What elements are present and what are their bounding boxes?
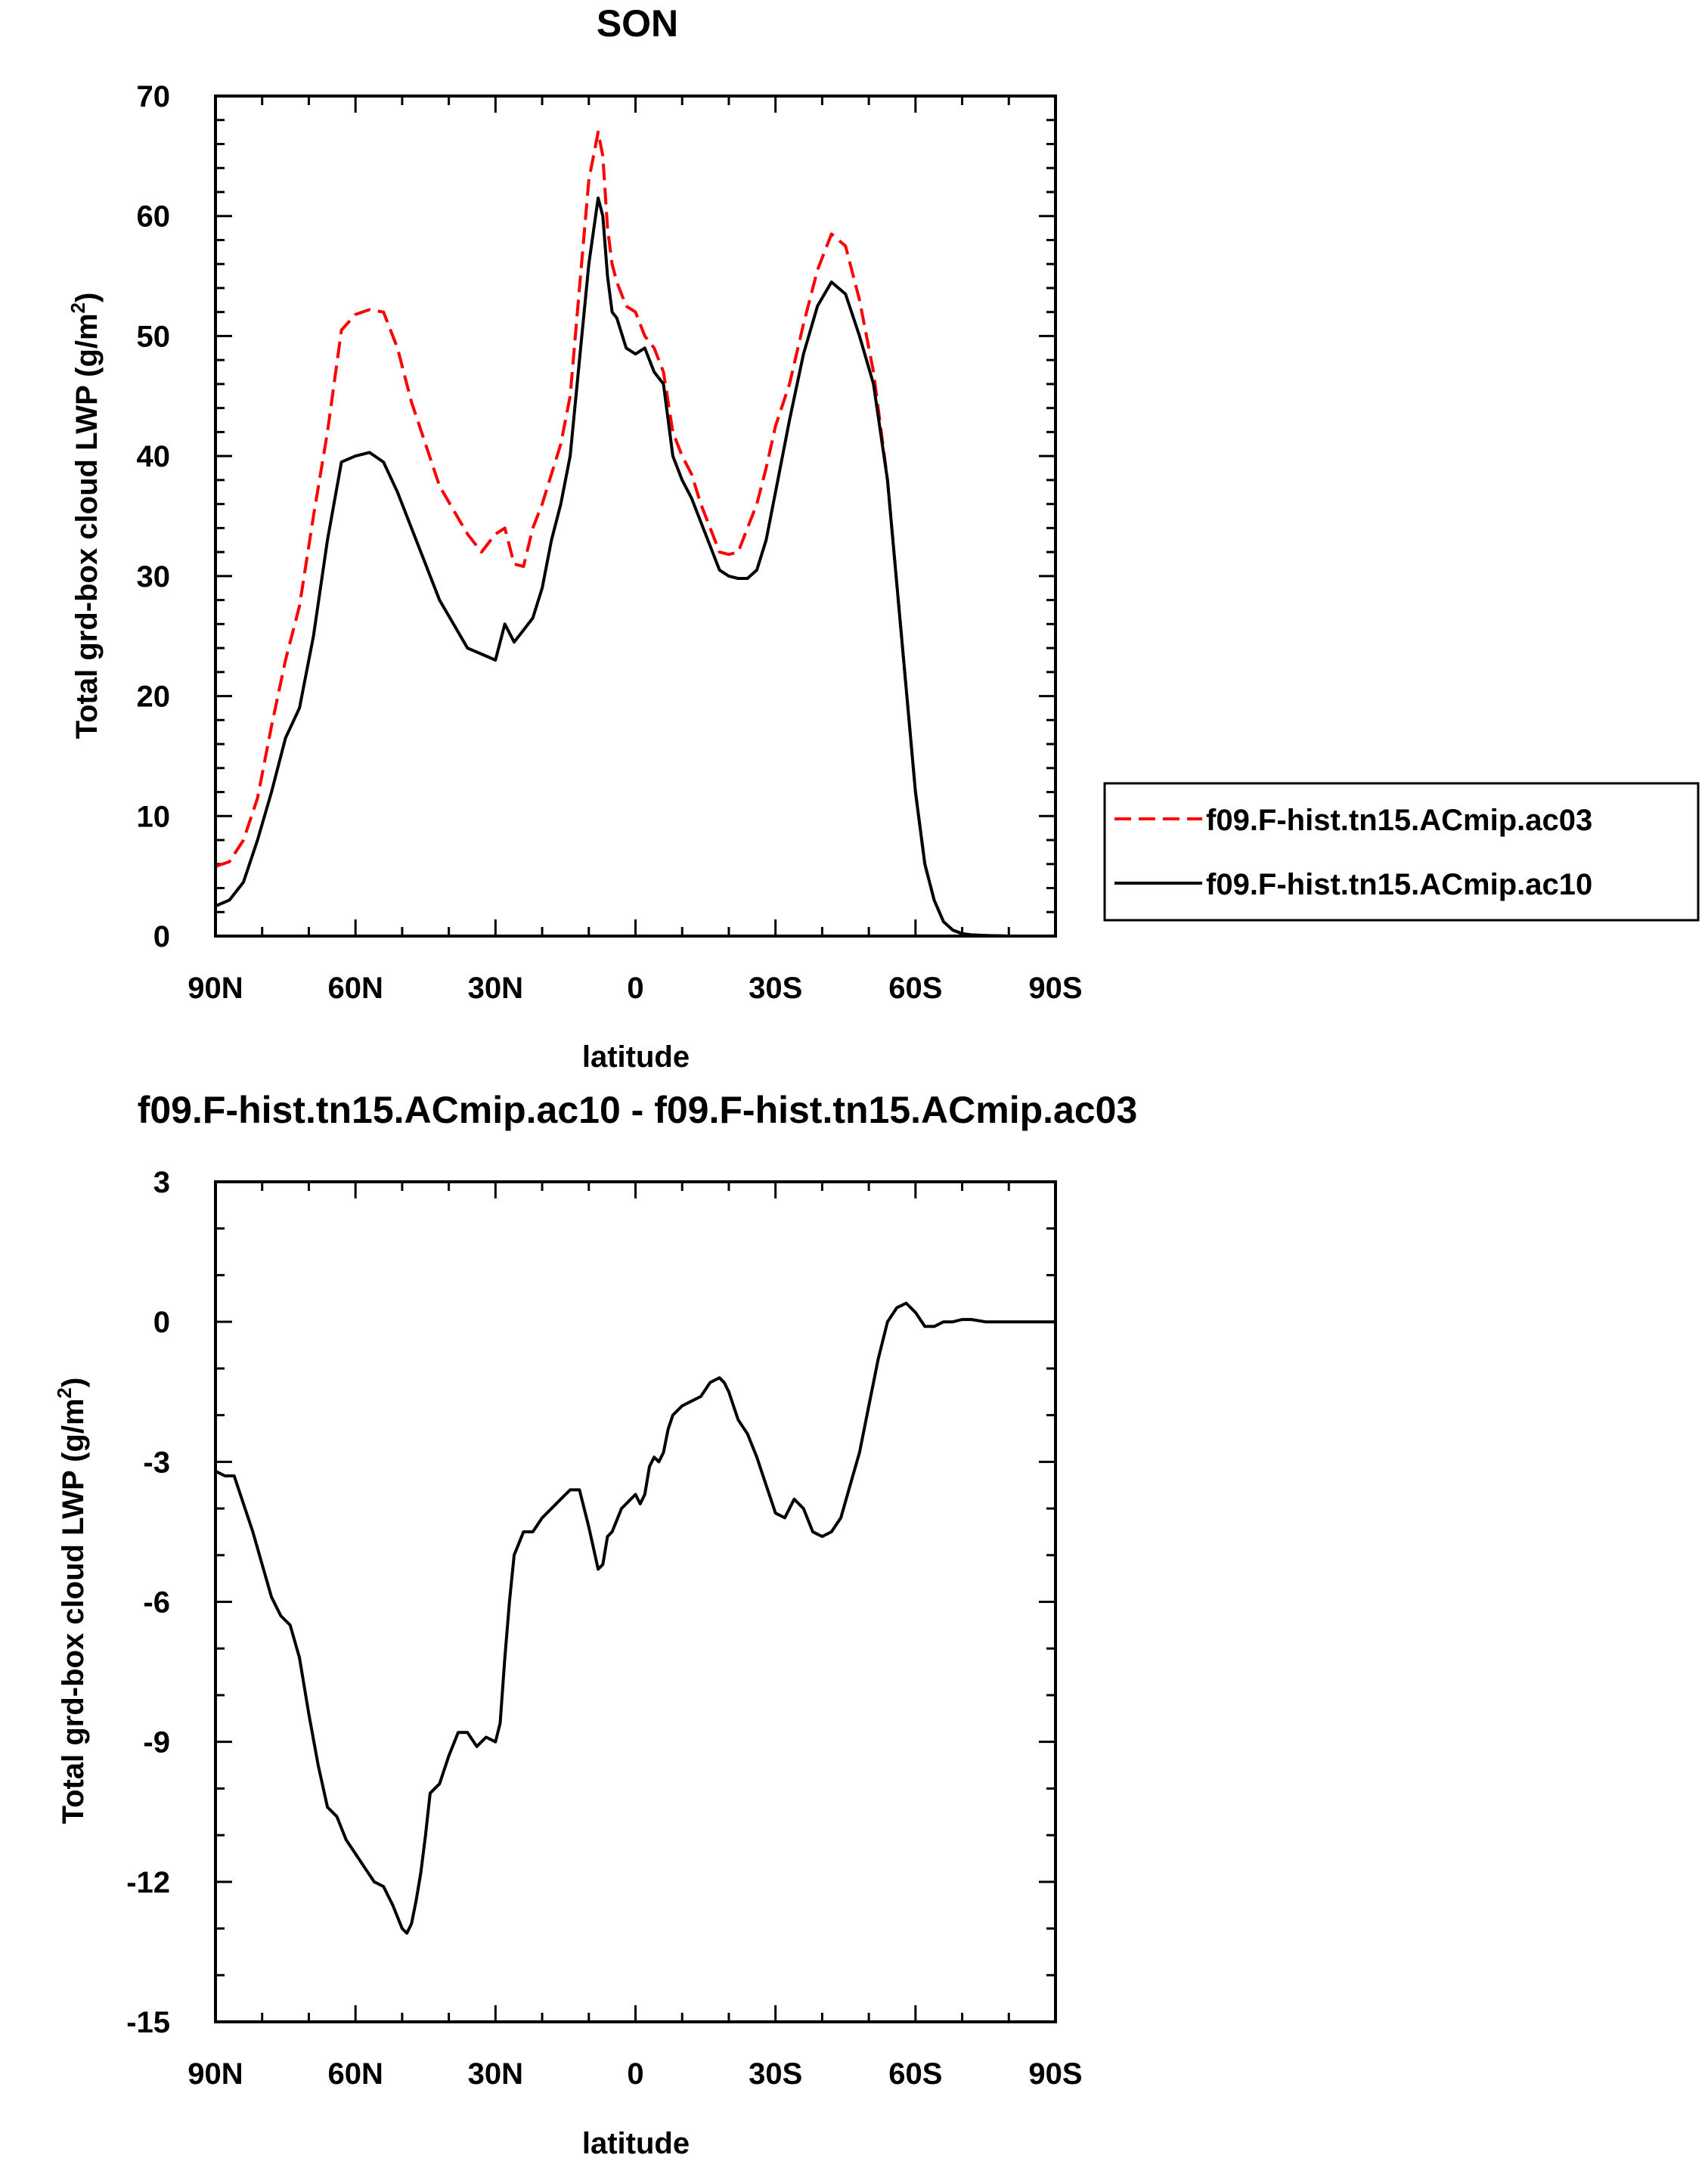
top-y-axis-label: Total grd-box cloud LWP (g/m2) — [67, 293, 104, 739]
top-y-tick-label: 60 — [137, 200, 171, 234]
legend-label-ac10: f09.F-hist.tn15.ACmip.ac10 — [1206, 868, 1592, 901]
bottom-y-tick-label: 0 — [153, 1306, 170, 1339]
bottom-y-axis-label-close: ) — [57, 1378, 90, 1387]
bottom-x-tick-label: 30N — [468, 2057, 523, 2091]
bottom-y-tick-label: -15 — [126, 2006, 170, 2039]
legend-label-ac03: f09.F-hist.tn15.ACmip.ac03 — [1206, 804, 1592, 837]
bottom-x-tick-label: 60S — [888, 2057, 942, 2091]
bottom-x-tick-label: 90S — [1028, 2057, 1082, 2091]
top-y-tick-label: 50 — [137, 320, 171, 353]
bottom-y-axis-label-sup: 2 — [53, 1387, 76, 1398]
bottom-x-tick-label: 30S — [749, 2057, 802, 2091]
bottom-y-tick-label: -6 — [143, 1586, 170, 1620]
bottom-y-axis-label-main: Total grd-box cloud LWP (g/m — [57, 1398, 90, 1824]
top-plot-frame — [214, 95, 1057, 938]
bottom-x-tick-label: 90N — [188, 2057, 243, 2091]
top-x-tick-label: 90S — [1028, 972, 1082, 1005]
bottom-chart-title: f09.F-hist.tn15.ACmip.ac10 - f09.F-hist.… — [138, 1089, 1138, 1131]
top-y-tick-label: 0 — [153, 920, 170, 953]
top-x-axis-label: latitude — [582, 1040, 690, 1074]
bottom-y-axis-label: Total grd-box cloud LWP (g/m2) — [53, 1378, 90, 1825]
top-y-axis-label-close: ) — [70, 293, 104, 302]
top-chart-title: SON — [597, 2, 678, 45]
legend-box — [1103, 782, 1700, 922]
bottom-y-tick-label: -3 — [143, 1446, 170, 1479]
top-x-tick-label: 90N — [188, 972, 243, 1005]
bottom-plot-area: 90N 60N 30N 0 30S 60S 90S 3 0 -3 -6 -9 -12 -15 — [126, 1166, 1082, 2091]
legend: f09.F-hist.tn15.ACmip.ac03 f09.F-hist.tn… — [1103, 782, 1700, 922]
top-y-tick-label: 30 — [137, 560, 171, 594]
top-y-axis-label-sup: 2 — [67, 302, 89, 313]
top-y-tick-label: 10 — [137, 800, 171, 833]
top-series-ac03-line — [215, 130, 1055, 938]
top-x-tick-label: 30S — [749, 972, 802, 1005]
bottom-x-tick-label: 0 — [627, 2057, 643, 2091]
bottom-y-tick-label: -9 — [143, 1726, 170, 1759]
top-y-tick-label: 40 — [137, 440, 171, 473]
top-plot-area: 90N 60N 30N 0 30S 60S 90S 0 10 20 30 40 50 60 70 — [137, 80, 1083, 1005]
bottom-plot-frame — [214, 1180, 1057, 2023]
top-x-tick-label: 30N — [468, 972, 523, 1005]
top-x-tick-label: 60N — [327, 972, 383, 1005]
top-panel: SON 90N 60N 30N 0 30S 60S 90S 0 10 20 30 40 50 60 70 l… — [67, 2, 1700, 1074]
bottom-x-tick-label: 60N — [327, 2057, 383, 2091]
bottom-y-tick-label: 3 — [153, 1166, 170, 1199]
bottom-difference-series-line — [215, 1301, 1055, 1935]
bottom-y-tick-label: -12 — [126, 1866, 170, 1899]
top-x-tick-label: 0 — [627, 972, 643, 1005]
top-series-ac10-line — [215, 196, 1055, 938]
bottom-x-axis-label: latitude — [582, 2127, 690, 2160]
bottom-panel: f09.F-hist.tn15.ACmip.ac10 - f09.F-hist.… — [53, 1089, 1137, 2160]
top-x-tick-label: 60S — [888, 972, 942, 1005]
top-y-tick-label: 20 — [137, 681, 171, 714]
top-y-tick-label: 70 — [137, 80, 171, 113]
top-y-axis-label-main: Total grd-box cloud LWP (g/m — [70, 313, 104, 739]
